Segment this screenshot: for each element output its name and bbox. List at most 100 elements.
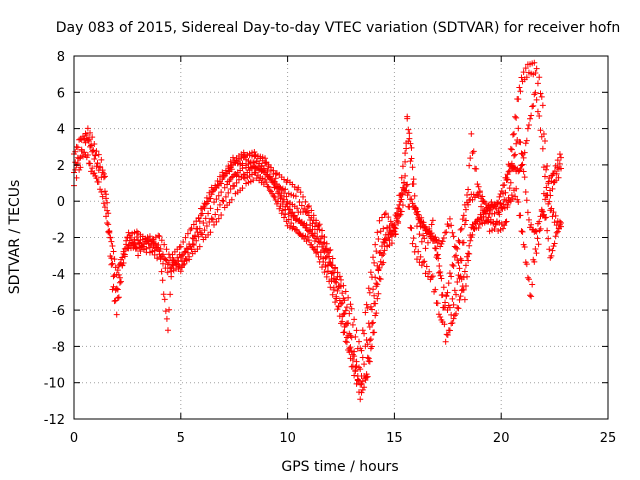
data-point xyxy=(364,305,371,312)
data-point xyxy=(520,154,527,161)
data-point xyxy=(520,168,527,175)
data-point xyxy=(332,265,339,272)
data-point xyxy=(82,130,89,137)
data-point xyxy=(548,172,555,179)
data-point xyxy=(219,197,226,204)
data-point xyxy=(498,187,505,194)
data-point xyxy=(412,204,419,211)
data-point xyxy=(385,214,392,221)
data-point xyxy=(358,380,365,387)
data-point xyxy=(496,211,503,218)
data-point xyxy=(429,217,436,224)
data-point xyxy=(543,184,550,191)
data-point xyxy=(507,145,514,152)
data-point xyxy=(107,234,114,241)
data-point xyxy=(439,238,446,245)
data-point xyxy=(116,274,123,281)
data-point xyxy=(376,264,383,271)
data-point xyxy=(212,211,219,218)
data-point xyxy=(533,96,540,103)
data-point xyxy=(333,293,340,300)
data-point xyxy=(422,270,429,277)
data-point xyxy=(361,384,368,391)
data-point xyxy=(394,205,401,212)
data-point xyxy=(167,291,174,298)
data-point xyxy=(421,258,428,265)
data-point xyxy=(465,250,472,257)
data-point xyxy=(388,221,395,228)
data-point xyxy=(448,320,455,327)
data-point xyxy=(334,287,341,294)
data-point xyxy=(226,165,233,172)
data-point xyxy=(467,155,474,162)
data-point xyxy=(504,204,511,211)
data-point xyxy=(81,135,88,142)
data-point xyxy=(151,251,158,258)
data-point xyxy=(539,102,546,109)
data-point xyxy=(177,243,184,250)
data-point xyxy=(442,299,449,306)
data-point xyxy=(196,243,203,250)
data-point xyxy=(215,192,222,199)
data-point xyxy=(364,354,371,361)
data-point xyxy=(551,240,558,247)
data-point xyxy=(208,215,215,222)
data-point xyxy=(361,330,368,337)
data-point xyxy=(451,287,458,294)
data-point xyxy=(521,174,528,181)
data-point xyxy=(351,316,358,323)
data-point xyxy=(342,338,349,345)
data-point xyxy=(363,374,370,381)
data-point xyxy=(501,222,508,229)
data-point xyxy=(436,262,443,269)
data-point xyxy=(240,149,247,156)
data-point xyxy=(309,232,316,239)
data-point xyxy=(502,219,509,226)
data-point xyxy=(454,304,461,311)
data-point xyxy=(426,268,433,275)
data-point xyxy=(206,189,213,196)
data-point xyxy=(520,69,527,76)
data-point xyxy=(216,173,223,180)
data-point xyxy=(370,254,377,261)
data-point xyxy=(154,244,161,251)
data-point xyxy=(458,225,465,232)
data-point xyxy=(297,189,304,196)
data-point xyxy=(95,178,102,185)
data-point xyxy=(349,363,356,370)
data-point xyxy=(270,170,277,177)
data-point xyxy=(438,292,445,299)
data-point xyxy=(545,235,552,242)
data-point xyxy=(487,207,494,214)
data-point xyxy=(538,93,545,100)
data-point xyxy=(370,319,377,326)
data-point xyxy=(119,254,126,261)
data-point xyxy=(461,296,468,303)
data-point xyxy=(545,178,552,185)
data-point xyxy=(434,300,441,307)
data-point xyxy=(374,281,381,288)
data-point xyxy=(553,229,560,236)
data-point xyxy=(159,277,166,284)
data-point xyxy=(352,367,359,374)
data-point xyxy=(174,254,181,261)
data-point xyxy=(523,261,530,268)
data-point xyxy=(267,188,274,195)
data-point xyxy=(265,163,272,170)
data-point xyxy=(101,173,108,180)
data-point xyxy=(434,252,441,259)
data-point xyxy=(413,256,420,263)
data-point xyxy=(444,289,451,296)
data-point xyxy=(533,228,540,235)
data-point xyxy=(231,183,238,190)
data-point xyxy=(558,165,565,172)
data-point xyxy=(373,248,380,255)
data-point xyxy=(304,209,311,216)
data-point xyxy=(370,286,377,293)
data-point xyxy=(333,279,340,286)
data-point xyxy=(540,164,547,171)
data-point xyxy=(115,294,122,301)
data-point xyxy=(300,193,307,200)
data-point xyxy=(117,278,124,285)
data-point xyxy=(76,166,83,173)
